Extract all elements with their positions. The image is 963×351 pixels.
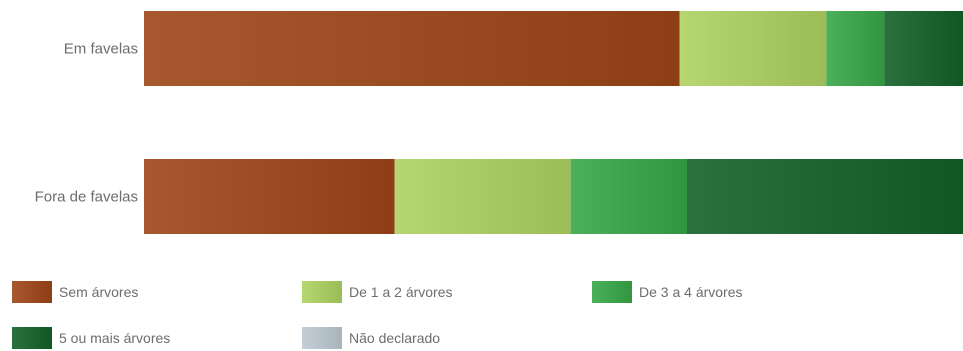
bar-segment-em-favelas-sem-arvores — [144, 11, 680, 86]
legend-label-5-ou-mais-arvores: 5 ou mais árvores — [59, 330, 170, 346]
category-labels: Em favelas Fora de favelas — [35, 41, 138, 206]
legend-swatch-de-3-a-4-arvores — [592, 281, 632, 303]
legend-item-5-ou-mais-arvores: 5 ou mais árvores — [12, 327, 170, 349]
bar-segment-fora-de-favelas-de-3-a-4-arvores — [570, 159, 687, 234]
bar-segment-em-favelas-de-1-a-2-arvores — [679, 11, 827, 86]
bar-segment-fora-de-favelas-5-ou-mais-arvores — [687, 159, 963, 234]
legend-swatch-de-1-a-2-arvores — [302, 281, 342, 303]
legend-item-de-3-a-4-arvores: De 3 a 4 árvores — [592, 281, 743, 303]
bars-group — [144, 11, 963, 234]
legend-swatch-5-ou-mais-arvores — [12, 327, 52, 349]
legend-item-nao-declarado: Não declarado — [302, 327, 440, 349]
legend-item-sem-arvores: Sem árvores — [12, 281, 138, 303]
bar-segment-fora-de-favelas-sem-arvores — [144, 159, 395, 234]
legend: Sem árvores De 1 a 2 árvores De 3 a 4 árvo… — [12, 281, 743, 349]
bar-segment-em-favelas-5-ou-mais-arvores — [884, 11, 963, 86]
category-label-fora-de-favelas: Fora de favelas — [35, 189, 138, 206]
bar-segment-fora-de-favelas-de-1-a-2-arvores — [394, 159, 571, 234]
legend-label-de-1-a-2-arvores: De 1 a 2 árvores — [349, 284, 453, 300]
legend-label-sem-arvores: Sem árvores — [59, 284, 138, 300]
legend-label-nao-declarado: Não declarado — [349, 330, 440, 346]
legend-swatch-sem-arvores — [12, 281, 52, 303]
bar-segment-em-favelas-de-3-a-4-arvores — [826, 11, 885, 86]
category-label-em-favelas: Em favelas — [64, 41, 138, 58]
legend-item-de-1-a-2-arvores: De 1 a 2 árvores — [302, 281, 453, 303]
legend-label-de-3-a-4-arvores: De 3 a 4 árvores — [639, 284, 743, 300]
legend-swatch-nao-declarado — [302, 327, 342, 349]
